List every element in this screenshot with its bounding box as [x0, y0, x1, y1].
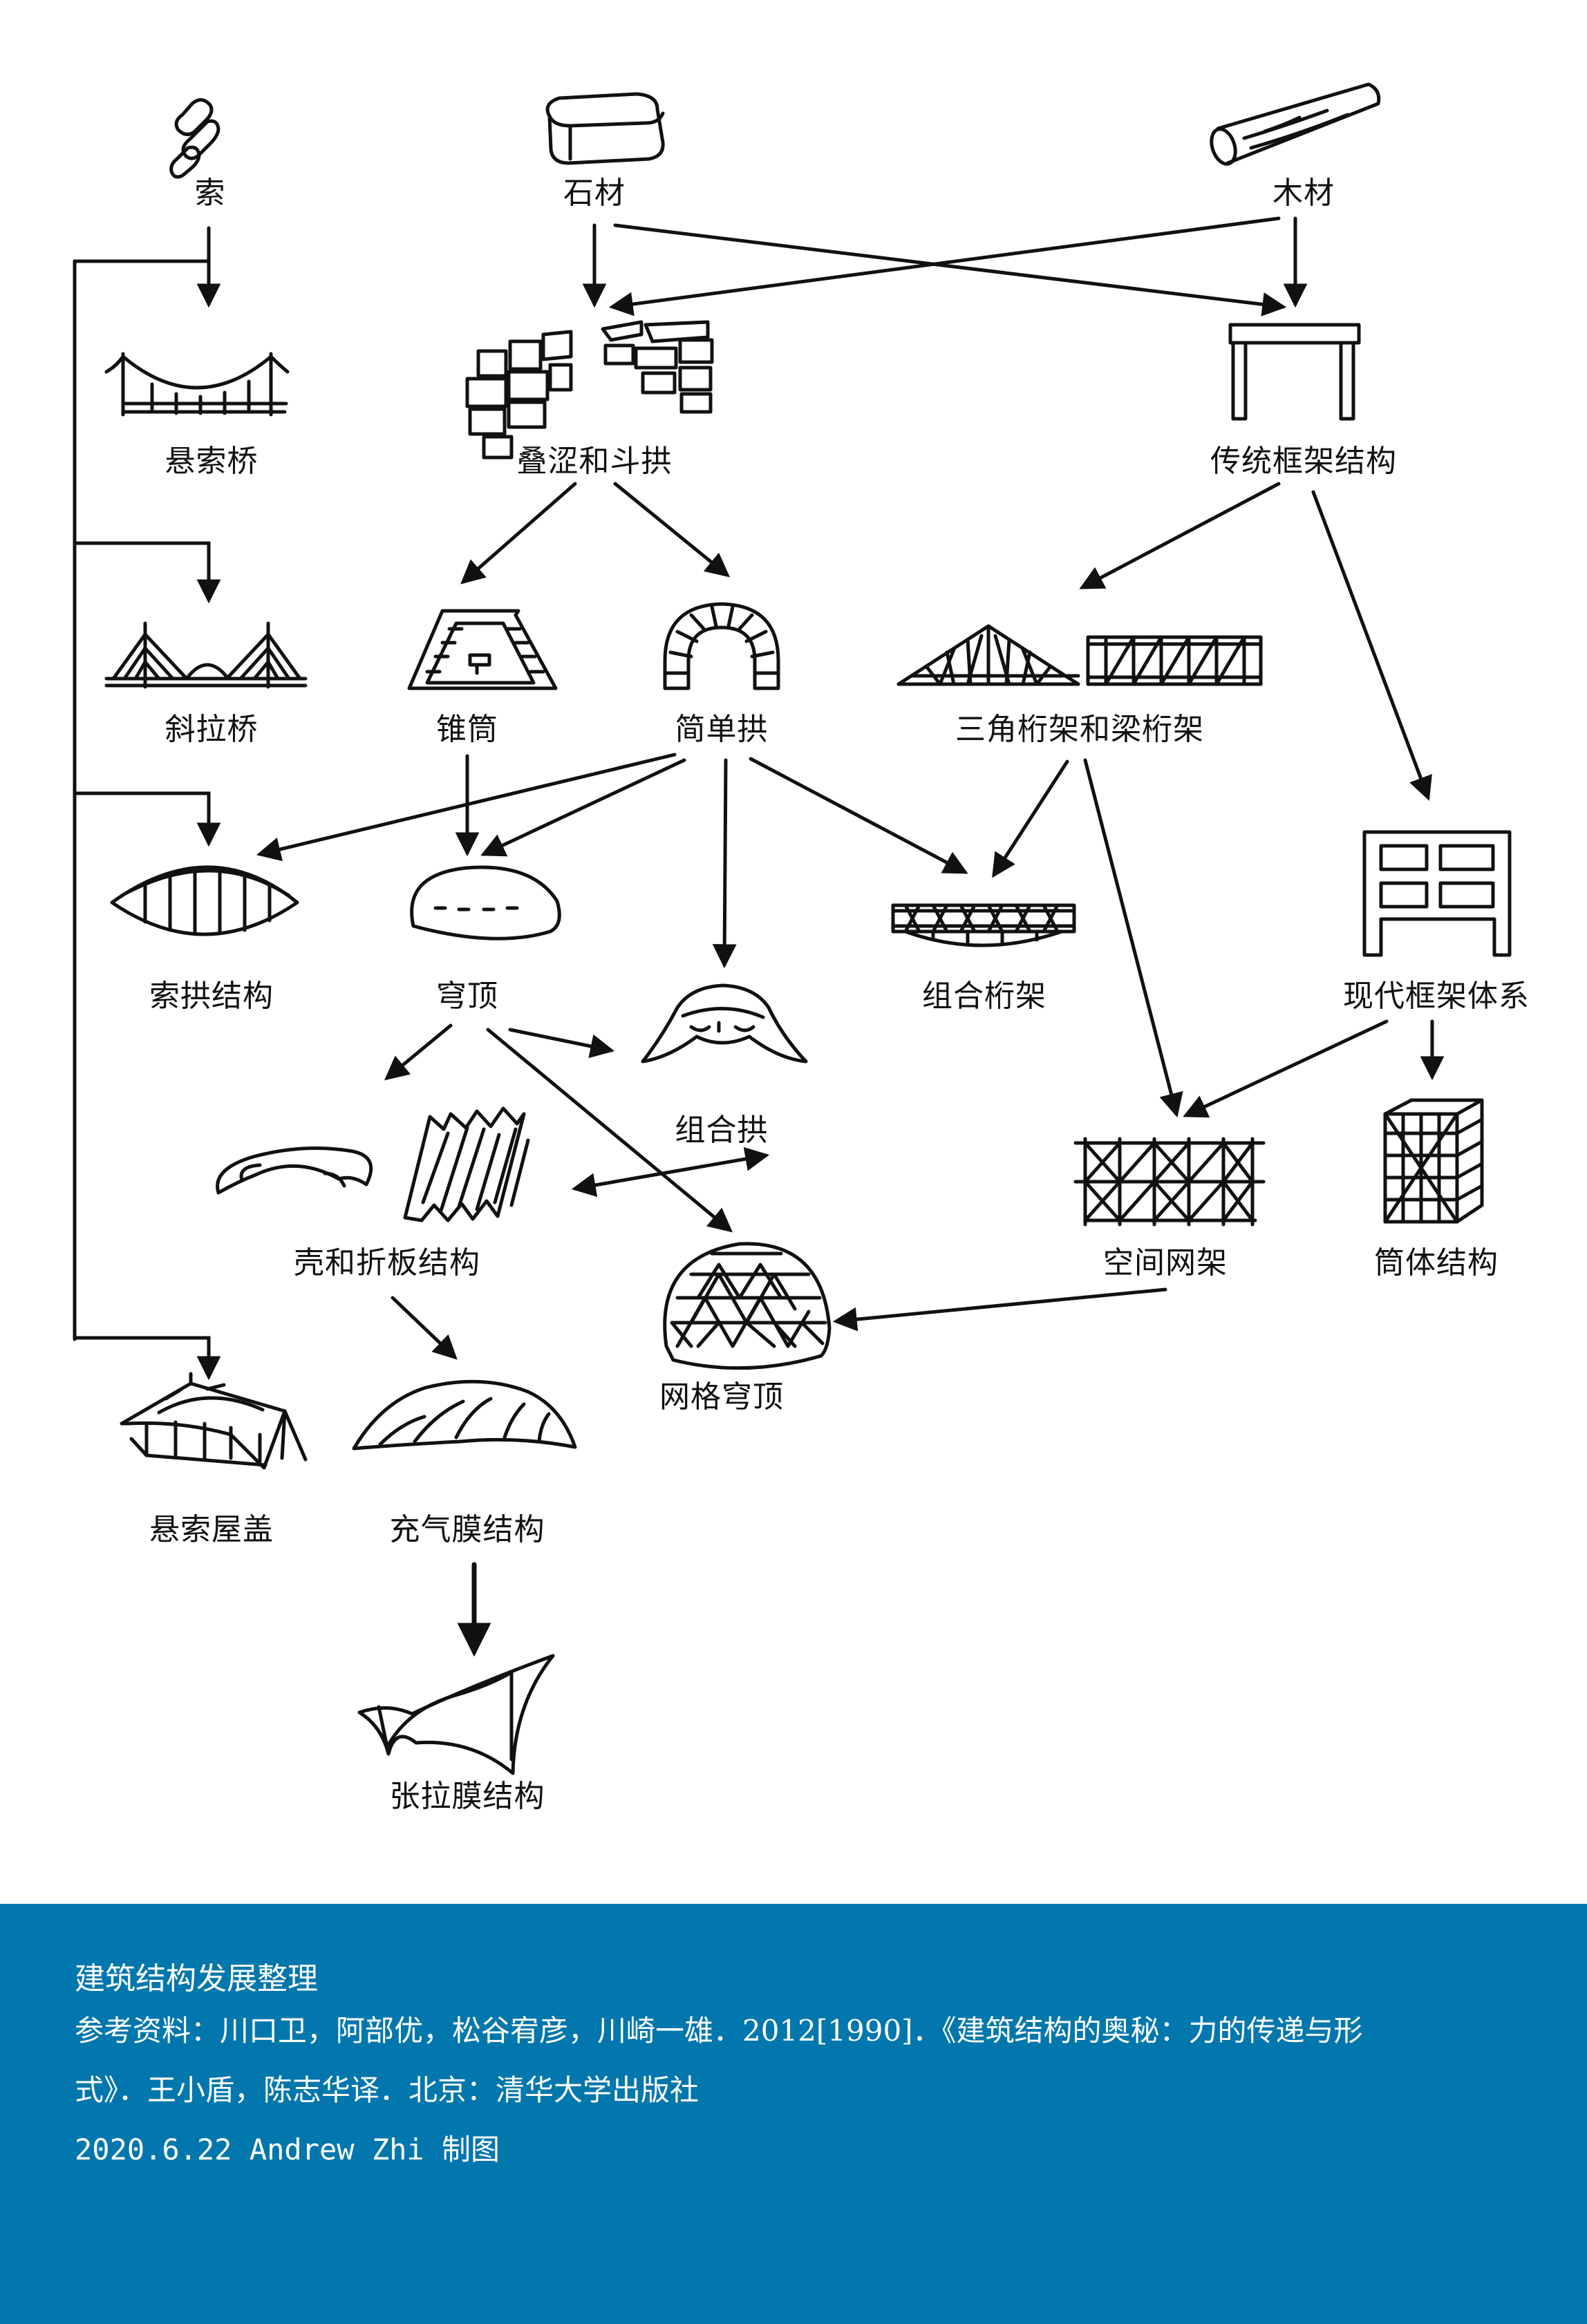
node-label-xielaqiao: 斜拉桥 — [165, 712, 259, 747]
truss-icon — [896, 624, 1263, 686]
footer-credit: 2020.6.22 Andrew Zhi 制图 — [75, 2133, 500, 2166]
tube-structure-icon — [1383, 1098, 1484, 1224]
dome-icon — [410, 865, 561, 941]
cable-stayed-bridge-icon — [104, 621, 308, 689]
log-icon — [1210, 82, 1381, 166]
suspension-bridge-icon — [104, 352, 290, 417]
structure-evolution-diagram — [73, 82, 1512, 1775]
node-label-xuansuoqiao: 悬索桥 — [165, 444, 259, 479]
node-label-jiandangong: 简单拱 — [675, 712, 769, 747]
chain-icon — [169, 98, 220, 179]
node-label-kehe: 壳和折板结构 — [294, 1245, 480, 1281]
node-label-wangge: 网格穹顶 — [659, 1379, 784, 1415]
corbelled-cone-icon — [407, 609, 558, 690]
composite-truss-icon — [891, 903, 1076, 947]
node-label-diese: 叠涩和斗拱 — [516, 444, 673, 479]
node-label-sanjiao: 三角桁架和梁桁架 — [955, 712, 1204, 747]
node-label-mucai: 木材 — [1273, 176, 1335, 211]
node-label-qiongding: 穹顶 — [436, 979, 498, 1014]
connector-lines — [73, 216, 1445, 1657]
shell-folded-plate-icon — [216, 1106, 530, 1222]
node-label-chuantong: 传统框架结构 — [1210, 444, 1397, 479]
stone-block-icon — [545, 92, 665, 165]
node-label-suogong: 索拱结构 — [149, 979, 274, 1014]
cable-roof-icon — [120, 1372, 308, 1470]
node-label-zhuitong: 锥筒 — [436, 712, 498, 747]
node-label-zuhegong: 组合拱 — [675, 1113, 769, 1148]
node-label-kongjian: 空间网架 — [1103, 1245, 1228, 1281]
footer-reference-line2: 式》．王小盾，陈志华译．北京：清华大学出版社 — [75, 2073, 699, 2107]
node-label-zhangla: 张拉膜结构 — [389, 1779, 545, 1814]
footer-panel — [0, 1904, 1587, 2324]
node-label-chongqi: 充气膜结构 — [389, 1512, 545, 1547]
geodesic-dome-icon — [663, 1242, 832, 1370]
corbel-bracket-icon — [465, 320, 714, 460]
modern-frame-icon — [1362, 830, 1512, 957]
node-label-tongti: 筒体结构 — [1374, 1245, 1499, 1281]
tensile-membrane-icon — [357, 1654, 555, 1775]
node-label-xiandai: 现代框架体系 — [1343, 979, 1530, 1014]
node-label-zuhehengjia: 组合桁架 — [922, 979, 1046, 1014]
composite-arch-icon — [641, 983, 808, 1064]
node-label-xuansuowu: 悬索屋盖 — [149, 1512, 274, 1547]
footer-reference-line1: 参考资料：川口卫，阿部优，松谷宥彦，川崎一雄．2012[1990]．《建筑结构的… — [75, 2014, 1363, 2048]
node-label-shicai: 石材 — [563, 176, 626, 211]
post-lintel-frame-icon — [1228, 323, 1361, 421]
footer-title: 建筑结构发展整理 — [75, 1961, 318, 1996]
node-label-suo: 索 — [194, 176, 226, 211]
masonry-arch-icon — [663, 602, 780, 690]
inflatable-membrane-icon — [352, 1379, 577, 1451]
space-frame-icon — [1073, 1137, 1266, 1227]
cable-arch-icon — [110, 865, 299, 936]
